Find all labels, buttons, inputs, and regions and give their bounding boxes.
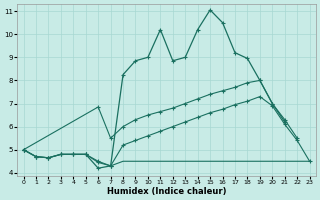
X-axis label: Humidex (Indice chaleur): Humidex (Indice chaleur): [107, 187, 226, 196]
